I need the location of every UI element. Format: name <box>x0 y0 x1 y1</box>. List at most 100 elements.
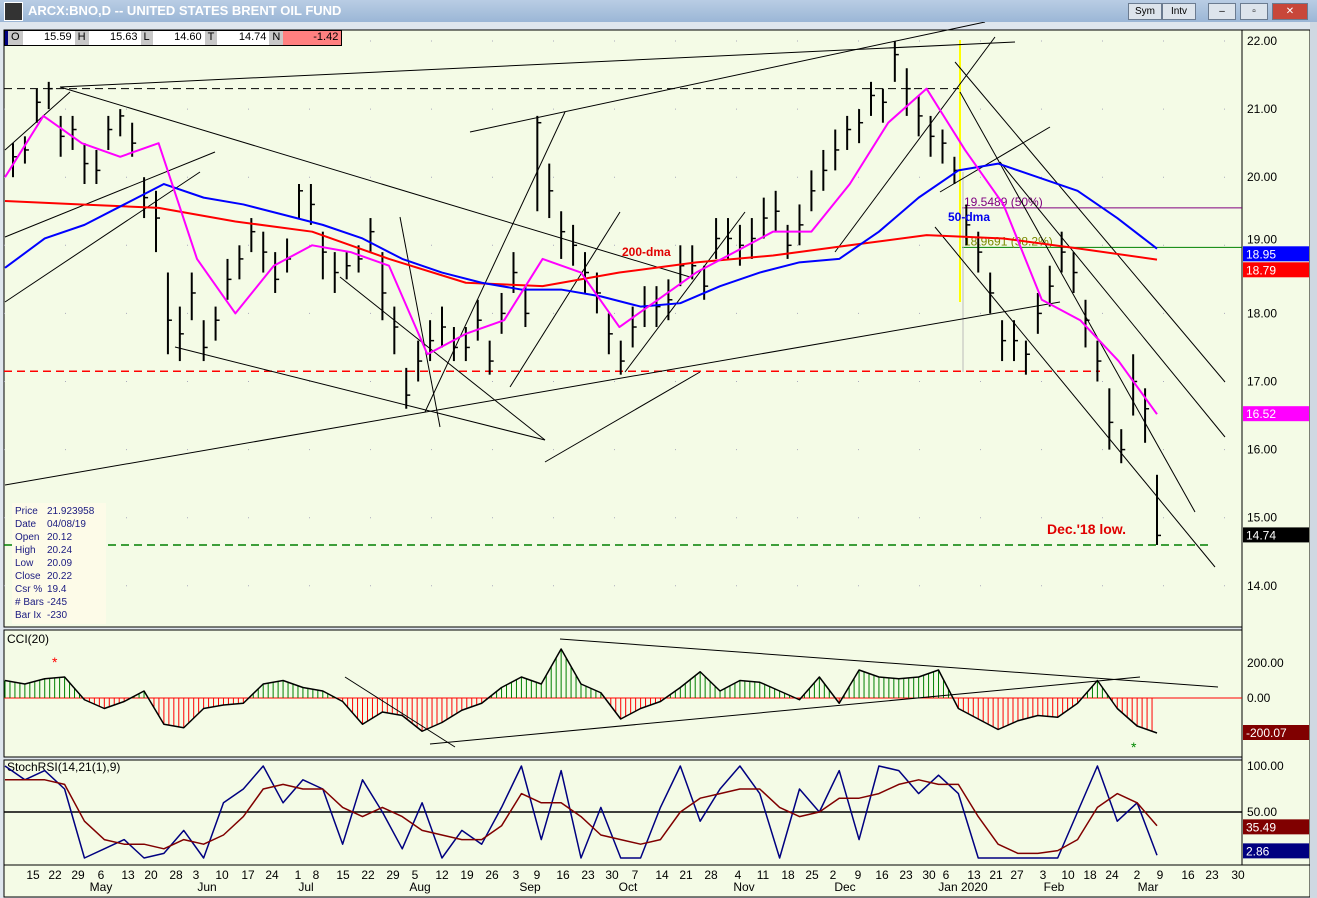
x-tick-label: 26 <box>485 868 499 882</box>
x-tick-label: 5 <box>412 868 419 882</box>
x-month-label: May <box>90 880 113 894</box>
y-tick-label: 14.00 <box>1247 579 1277 593</box>
x-tick-label: 17 <box>241 868 255 882</box>
y-tick-label: 20.00 <box>1247 170 1277 184</box>
info-label: High <box>15 545 36 556</box>
ma-fast-line <box>4 87 1158 415</box>
trendline <box>934 226 1216 568</box>
green-star-icon: * <box>1131 739 1137 755</box>
trendline <box>174 346 546 441</box>
ma50-last-label-bg <box>1243 246 1309 262</box>
sym-button[interactable]: Sym <box>1128 3 1162 20</box>
intv-button[interactable]: Intv <box>1162 3 1196 20</box>
change-label: N <box>269 31 284 45</box>
info-row: High 20.24 <box>15 544 103 557</box>
high-label: H <box>74 31 89 45</box>
price-last-label: 14.74 <box>1246 528 1276 542</box>
x-tick-label: 18 <box>781 868 795 882</box>
x-tick-label: 6 <box>943 868 950 882</box>
x-tick-label: 13 <box>967 868 981 882</box>
x-month-label: Jun <box>197 880 216 894</box>
x-tick-label: 13 <box>121 868 135 882</box>
cci-tick-label: 0.00 <box>1247 691 1271 705</box>
cci-last-label: -200.07 <box>1246 726 1287 740</box>
x-tick-label: 19 <box>460 868 474 882</box>
cci-trendline <box>429 676 1141 745</box>
cci-title: CCI(20) <box>7 632 49 646</box>
trendline <box>939 126 1051 193</box>
x-tick-label: 3 <box>193 868 200 882</box>
x-month-label: Mar <box>1138 880 1159 894</box>
x-tick-label: 20 <box>144 868 158 882</box>
info-label: # Bars <box>15 597 44 608</box>
info-value: 20.12 <box>47 532 73 543</box>
x-tick-label: 30 <box>922 868 936 882</box>
info-label: Bar Ix <box>15 610 42 621</box>
trendline <box>339 276 546 441</box>
x-tick-label: 3 <box>1040 868 1047 882</box>
trendline <box>544 371 701 463</box>
chart-area[interactable]: 22.0021.0020.0019.0018.0017.0016.0015.00… <box>0 22 1317 898</box>
y-tick-label: 21.00 <box>1247 102 1277 116</box>
trendline <box>834 36 996 253</box>
info-box: Price 21.923958 Date 04/08/19 Open 20.12 High 2… <box>12 503 106 624</box>
cci-panel <box>3 629 1243 758</box>
info-value: 20.24 <box>47 545 73 556</box>
x-tick-label: 28 <box>704 868 718 882</box>
trendline <box>424 111 566 413</box>
x-tick-label: 11 <box>757 868 770 882</box>
x-tick-label: 9 <box>534 868 541 882</box>
x-tick-label: 3 <box>513 868 520 882</box>
price-panel <box>3 29 1243 628</box>
info-label: Date <box>15 519 37 530</box>
info-row: Csr % 19.4 <box>15 583 103 596</box>
x-tick-label: 16 <box>1181 868 1195 882</box>
x-tick-label: 2 <box>1134 868 1141 882</box>
trendline <box>59 86 691 278</box>
ma200-last-label-bg <box>1243 262 1309 278</box>
x-tick-label: 29 <box>71 868 85 882</box>
trendline <box>4 171 201 303</box>
ma200-line <box>4 200 1158 288</box>
x-tick-label: 30 <box>1231 868 1245 882</box>
x-tick-label: 16 <box>556 868 570 882</box>
info-row: Bar Ix -230 <box>15 609 103 622</box>
x-tick-label: 25 <box>805 868 819 882</box>
trendline <box>954 61 1226 383</box>
info-value: -230 <box>47 610 68 621</box>
x-tick-label: 28 <box>169 868 183 882</box>
app-icon <box>4 2 23 21</box>
x-tick-label: 8 <box>313 868 320 882</box>
open-value: 15.59 <box>44 31 72 43</box>
ohlc-marker <box>5 31 8 45</box>
window-title: ARCX:BNO,D -- UNITED STATES BRENT OIL FU… <box>28 3 342 18</box>
x-tick-label: 9 <box>1157 868 1164 882</box>
last-value: 14.74 <box>238 31 267 43</box>
info-row: # Bars -245 <box>15 596 103 609</box>
cci-tick-label: 200.00 <box>1247 656 1284 670</box>
cci-line <box>4 648 1158 734</box>
info-row: Date 04/08/19 <box>15 518 103 531</box>
info-value: 19.4 <box>47 584 67 595</box>
trendline <box>399 216 441 428</box>
x-tick-label: 21 <box>989 868 1003 882</box>
close-button[interactable]: ✕ <box>1272 3 1308 20</box>
x-month-label: Nov <box>733 880 754 894</box>
x-tick-label: 27 <box>1010 868 1024 882</box>
y-tick-label: 16.00 <box>1247 443 1277 457</box>
restore-button[interactable]: ▫ <box>1240 3 1268 20</box>
y-tick-label: 17.00 <box>1247 375 1277 389</box>
info-value: 04/08/19 <box>47 519 86 530</box>
ma50-line <box>4 162 1158 308</box>
x-tick-label: 21 <box>679 868 693 882</box>
trendline <box>4 151 216 238</box>
x-tick-label: 1 <box>295 868 302 882</box>
x-tick-label: 7 <box>632 868 639 882</box>
trendline <box>959 91 1196 513</box>
x-tick-label: 4 <box>735 868 742 882</box>
x-tick-label: 15 <box>336 868 350 882</box>
x-tick-label: 14 <box>655 868 669 882</box>
x-tick-label: 2 <box>830 868 837 882</box>
red-star-icon: * <box>52 654 58 670</box>
minimize-button[interactable]: – <box>1208 3 1236 20</box>
